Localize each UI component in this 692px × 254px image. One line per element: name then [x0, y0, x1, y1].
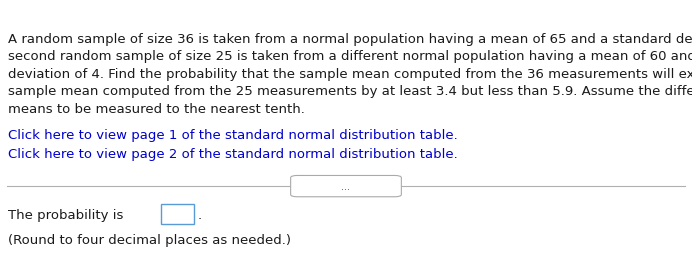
Text: (Round to four decimal places as needed.): (Round to four decimal places as needed.… [8, 233, 291, 246]
Text: The probability is: The probability is [8, 208, 124, 221]
Text: A random sample of size 36 is taken from a normal population having a mean of 65: A random sample of size 36 is taken from… [8, 33, 692, 115]
FancyBboxPatch shape [161, 204, 194, 224]
FancyBboxPatch shape [291, 176, 401, 197]
Text: ...: ... [341, 182, 351, 192]
Text: Click here to view page 2 of the standard normal distribution table.: Click here to view page 2 of the standar… [8, 148, 458, 161]
Text: .: . [198, 208, 202, 221]
Text: Click here to view page 1 of the standard normal distribution table.: Click here to view page 1 of the standar… [8, 129, 458, 142]
